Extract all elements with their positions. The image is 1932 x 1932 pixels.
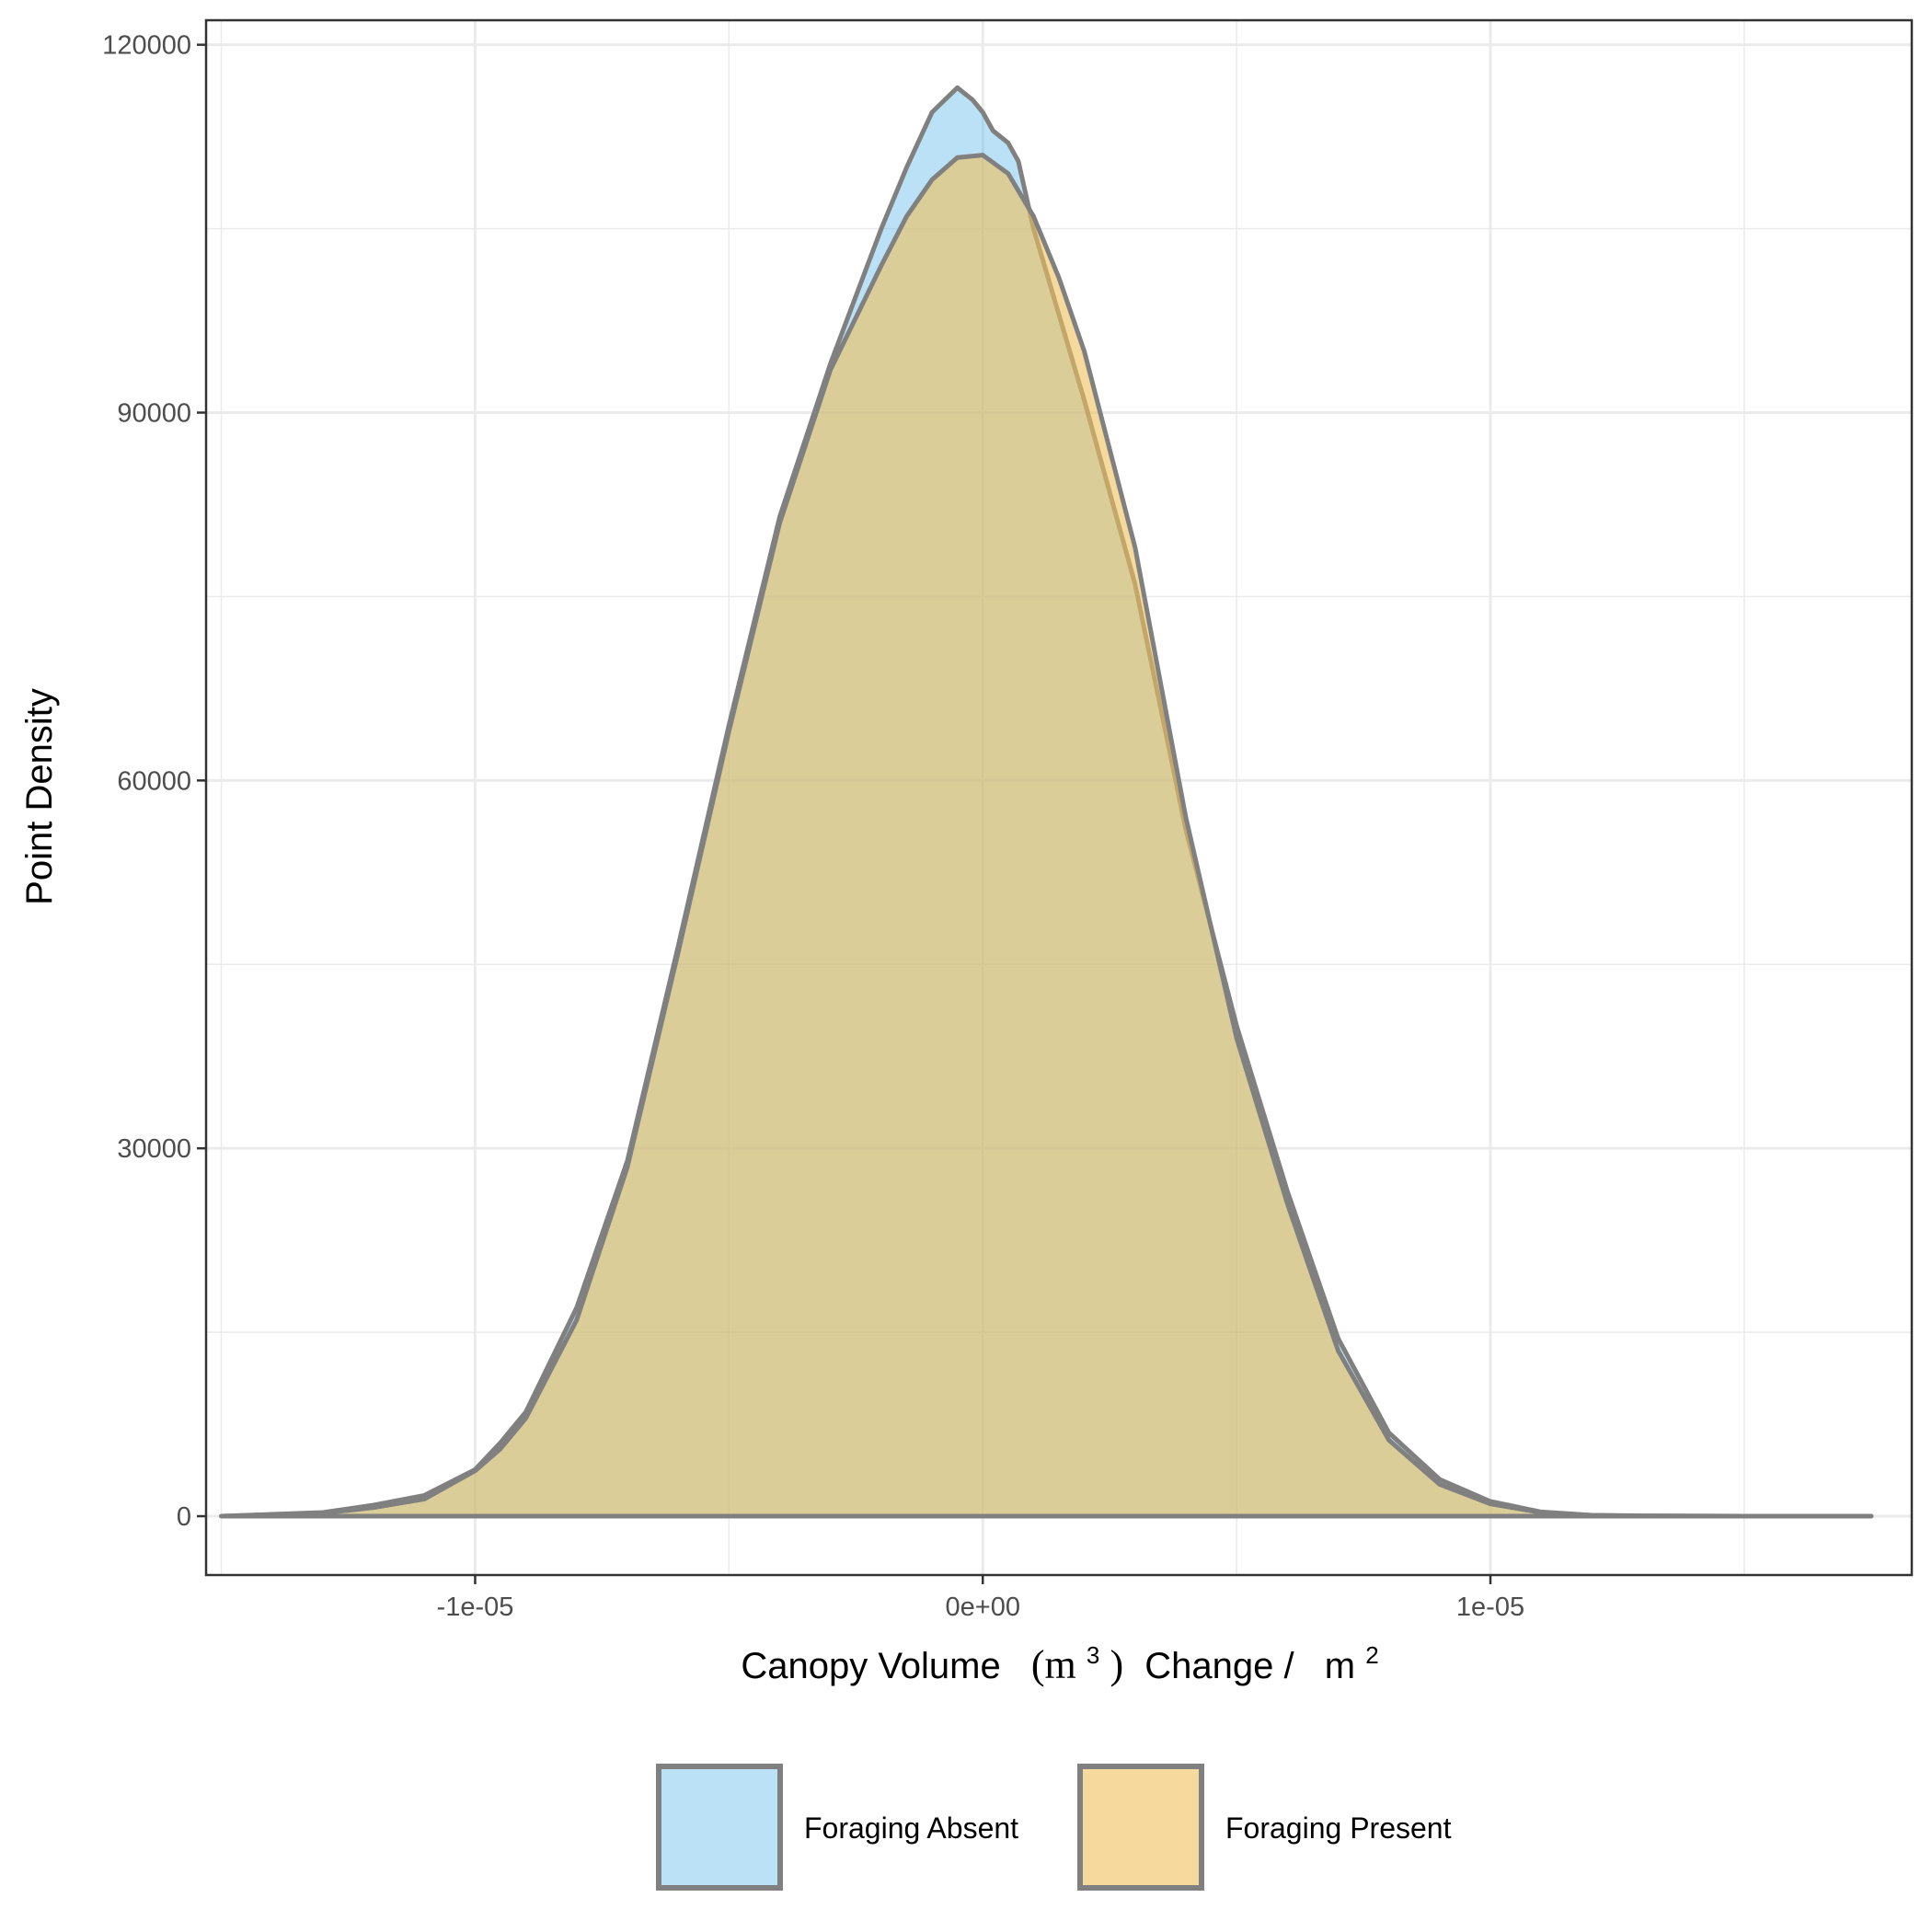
x-axis-title-m-sup: 2 [1365,1641,1378,1669]
y-tick-label-2: 60000 [117,766,191,796]
x-axis-title-main: Canopy Volume [741,1646,1000,1686]
x-tick-label-0: -1e-05 [437,1593,514,1622]
legend-label-foraging-absent: Foraging Absent [804,1811,1018,1845]
y-tick-label-0: 0 [177,1502,191,1532]
x-axis-title-m: m [1325,1646,1355,1686]
density-area-foraging-present [219,153,1874,1519]
x-axis-title-unit-open: (m [1031,1642,1076,1687]
y-tick-label-4: 120000 [102,31,191,61]
x-axis-ticks: -1e-05 0e+00 1e-05 [437,1575,1524,1622]
x-axis-title-rest: Change / [1144,1646,1294,1686]
x-axis-title: Canopy Volume (m 3 ) Change / m 2 [741,1631,1378,1687]
panel-frame [204,18,1914,1577]
y-axis-ticks: 0 30000 60000 90000 120000 [102,31,206,1532]
legend-key-foraging-absent [656,1764,783,1891]
x-axis-title-unit-close: ) [1110,1642,1123,1687]
density-areas [219,85,1874,1519]
x-axis-title-unit-sup: 3 [1087,1641,1099,1669]
y-axis-title: Point Density [19,688,60,905]
x-tick-label-2: 1e-05 [1456,1593,1524,1622]
y-tick-label-1: 30000 [117,1134,191,1164]
y-tick-label-3: 90000 [117,398,191,428]
x-tick-label-1: 0e+00 [946,1593,1020,1622]
legend-label-foraging-present: Foraging Present [1225,1811,1452,1845]
legend-key-foraging-present [1077,1764,1204,1891]
legend: Foraging Absent Foraging Present [656,1764,1452,1891]
